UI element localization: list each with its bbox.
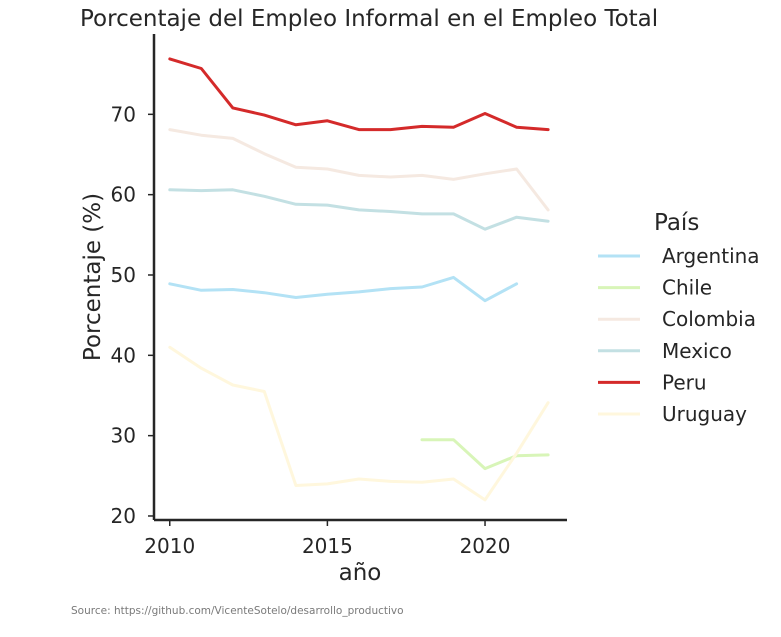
- legend-label-peru: Peru: [662, 370, 707, 394]
- legend: País Argentina Chile Colombia Mexico Peru Uru…: [598, 210, 760, 426]
- series-line-colombia: [168, 128, 550, 212]
- y-tick-label: 50: [111, 263, 136, 287]
- x-tick-label: 2015: [302, 534, 353, 558]
- y-ticks: 20 30 40 50 60 70: [111, 102, 154, 528]
- series-line-uruguay: [168, 345, 550, 502]
- y-tick-label: 70: [111, 102, 136, 126]
- y-tick-label: 20: [111, 504, 136, 528]
- legend-label-argentina: Argentina: [662, 244, 760, 268]
- series-line-argentina: [168, 275, 519, 303]
- series-line-mexico: [168, 188, 550, 231]
- series-line-chile: [420, 438, 550, 471]
- plot-area: 2010 2015 2020 20 30 40 50 60 70: [111, 34, 567, 558]
- legend-label-colombia: Colombia: [662, 307, 756, 331]
- y-axis-label: Porcentaje (%): [80, 193, 106, 361]
- chart-title: Porcentaje del Empleo Informal en el Emp…: [80, 6, 658, 32]
- legend-label-mexico: Mexico: [662, 339, 732, 363]
- y-tick-label: 40: [111, 343, 136, 367]
- x-tick-label: 2010: [144, 534, 195, 558]
- x-tick-label: 2020: [460, 534, 511, 558]
- legend-label-uruguay: Uruguay: [662, 402, 747, 426]
- y-tick-label: 30: [111, 424, 136, 448]
- y-tick-label: 60: [111, 183, 136, 207]
- legend-label-chile: Chile: [662, 276, 712, 300]
- series-line-peru: [168, 57, 550, 132]
- legend-items: Argentina Chile Colombia Mexico Peru Uruguay: [598, 244, 760, 426]
- legend-title: País: [654, 210, 699, 236]
- source-note: Source: https://github.com/VicenteSotelo…: [71, 605, 404, 617]
- series-layer: [168, 57, 550, 502]
- x-ticks: 2010 2015 2020: [144, 520, 510, 558]
- x-axis-label: año: [339, 560, 382, 586]
